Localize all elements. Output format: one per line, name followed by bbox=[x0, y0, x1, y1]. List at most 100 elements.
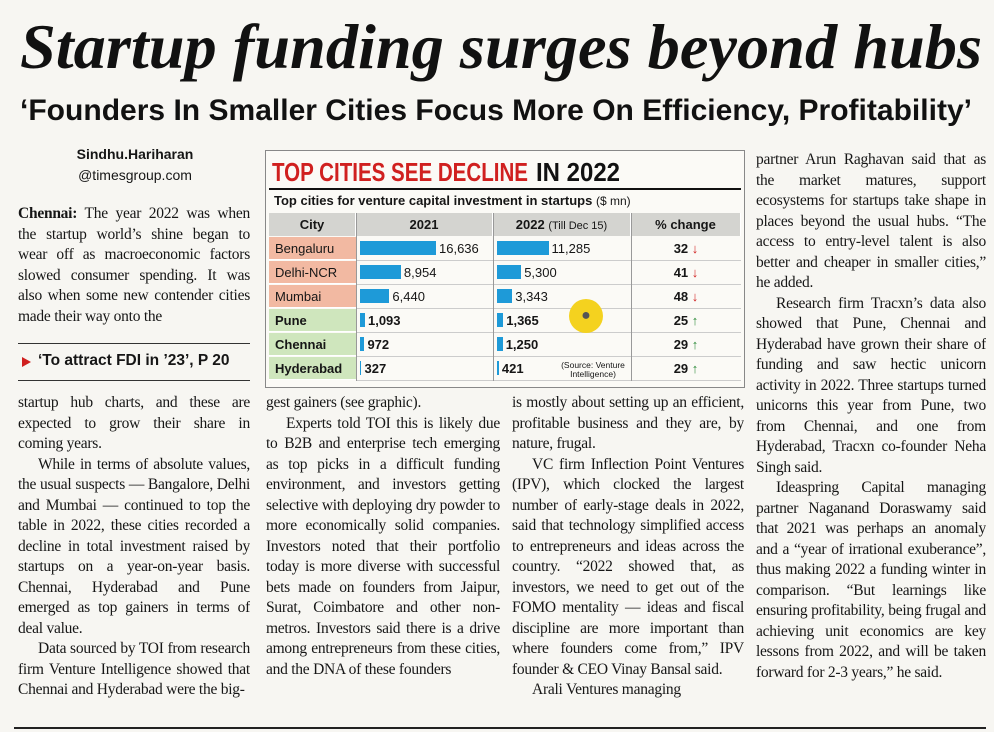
city-cell: Mumbai bbox=[269, 285, 356, 308]
byline: Sindhu.Hariharan @timesgroup.com bbox=[20, 144, 250, 186]
city-cell: Bengaluru bbox=[269, 237, 356, 260]
bar bbox=[360, 289, 390, 303]
row-rule bbox=[356, 260, 741, 261]
paragraph: partner Arun Raghavan said that as the m… bbox=[756, 150, 986, 294]
graphic: TOP CITIES SEE DECLINE IN 2022 Top citie… bbox=[265, 150, 745, 388]
change-cell: 48 ↓ bbox=[631, 285, 741, 308]
change-arrow: ↑ bbox=[691, 337, 699, 352]
paragraph: Arali Ventures managing bbox=[512, 680, 744, 701]
title-rest: IN 2022 bbox=[536, 157, 620, 187]
paragraph-text: Arali Ventures managing bbox=[532, 681, 681, 698]
header-cell: % change bbox=[631, 213, 741, 236]
paragraph-text: While in terms of absolute values, the u… bbox=[18, 455, 250, 637]
subtitle: Top cities for venture capital investmen… bbox=[274, 193, 593, 208]
bar bbox=[360, 265, 401, 279]
paragraph-text: Ideaspring Capital managing partner Naga… bbox=[756, 479, 986, 681]
bottom-rule bbox=[14, 727, 986, 729]
header-text: % change bbox=[655, 217, 716, 232]
value-label: 1,365 bbox=[506, 313, 539, 328]
table: City 2021 2022 (Till Dec 15) % change Bengal… bbox=[269, 213, 741, 385]
row-rule bbox=[356, 284, 741, 285]
row-rule bbox=[356, 308, 741, 309]
column: Chennai: The year 2022 was when the star… bbox=[18, 204, 250, 334]
source-note: (Source: Venture Intelligence) bbox=[561, 360, 625, 379]
bar bbox=[497, 337, 503, 351]
bar bbox=[360, 313, 365, 327]
pointer-box: ‘To attract FDI in ’23’, P 20 bbox=[18, 343, 250, 381]
change-cell: 32 ↓ bbox=[631, 237, 741, 260]
headline: Startup funding surges beyond hubs bbox=[20, 11, 982, 82]
paragraph-text: is mostly about setting up an efficient,… bbox=[512, 394, 744, 452]
paragraph-text: Research firm Tracxn’s data also showed … bbox=[756, 294, 986, 476]
column: startup hub charts, and these are expect… bbox=[18, 393, 250, 723]
paragraph: is mostly about setting up an efficient,… bbox=[512, 393, 744, 455]
money-icon: ● bbox=[569, 299, 603, 333]
header-text: 2022 bbox=[515, 217, 545, 232]
value-label: 421 bbox=[501, 361, 524, 376]
column: partner Arun Raghavan said that as the m… bbox=[756, 150, 986, 723]
change-value: 25 bbox=[673, 313, 689, 328]
paragraph-text: partner Arun Raghavan said that as the m… bbox=[756, 151, 986, 291]
city-cell: Pune bbox=[269, 309, 356, 332]
byline-email: @timesgroup.com bbox=[78, 167, 192, 183]
header-note: (Till Dec 15) bbox=[548, 220, 608, 232]
graphic-subtitle: Top cities for venture capital investmen… bbox=[274, 193, 631, 208]
change-arrow: ↑ bbox=[691, 313, 699, 328]
header-text: 2021 bbox=[409, 217, 439, 232]
city-cell: Delhi-NCR bbox=[269, 261, 356, 284]
pointer-triangle bbox=[22, 357, 31, 367]
header-cell: 2022 (Till Dec 15) bbox=[493, 213, 631, 236]
change-cell: 41 ↓ bbox=[631, 261, 741, 284]
byline-name: Sindhu.Hariharan bbox=[76, 146, 194, 162]
column: is mostly about setting up an efficient,… bbox=[512, 393, 744, 723]
column-rule bbox=[493, 213, 494, 381]
bar bbox=[360, 337, 365, 351]
change-arrow: ↑ bbox=[691, 361, 699, 376]
header-cell: 2021 bbox=[356, 213, 493, 236]
paragraph: Experts told TOI this is likely due to B… bbox=[266, 414, 500, 681]
row-rule bbox=[356, 356, 741, 357]
bar bbox=[497, 313, 504, 327]
column-rule bbox=[356, 213, 357, 381]
paragraph-text: VC firm Inflection Point Ventures (IPV),… bbox=[512, 455, 744, 678]
pointer-text: ‘To attract FDI in ’23’, P 20 bbox=[38, 352, 230, 369]
change-value: 29 bbox=[673, 337, 689, 352]
paragraph: While in terms of absolute values, the u… bbox=[18, 455, 250, 640]
bar bbox=[497, 241, 549, 255]
value-label: 1,093 bbox=[367, 313, 401, 328]
paragraph-text: The year 2022 was when the startup world… bbox=[18, 205, 250, 325]
value-label: 8,954 bbox=[403, 265, 437, 280]
row-rule bbox=[356, 332, 741, 333]
city-cell: Chennai bbox=[269, 333, 356, 356]
paragraph: startup hub charts, and these are expect… bbox=[18, 393, 250, 455]
paragraph: Ideaspring Capital managing partner Naga… bbox=[756, 478, 986, 683]
column: gest gainers (see graphic). Experts told … bbox=[266, 393, 500, 723]
dateline: Chennai: bbox=[18, 205, 78, 222]
header-row bbox=[269, 213, 741, 236]
change-cell: 29 ↑ bbox=[631, 357, 741, 380]
change-value: 29 bbox=[673, 361, 689, 376]
graphic-title: TOP CITIES SEE DECLINE IN 2022 bbox=[269, 157, 741, 190]
bar bbox=[497, 265, 522, 279]
value-label: 972 bbox=[367, 337, 390, 352]
header-cell: City bbox=[269, 213, 356, 236]
change-cell: 29 ↑ bbox=[631, 333, 741, 356]
paragraph: Chennai: The year 2022 was when the star… bbox=[18, 204, 250, 327]
title-highlight: TOP CITIES SEE DECLINE bbox=[272, 157, 528, 187]
bar bbox=[497, 289, 513, 303]
paragraph-text: Experts told TOI this is likely due to B… bbox=[266, 414, 500, 678]
paragraph-text: gest gainers (see graphic). bbox=[266, 394, 422, 411]
paragraph: Data sourced by TOI from research firm V… bbox=[18, 639, 250, 701]
value-label: 1,250 bbox=[505, 337, 539, 352]
bar bbox=[360, 361, 362, 375]
value-label: 327 bbox=[364, 361, 387, 376]
city-cell: Hyderabad bbox=[269, 357, 356, 380]
paragraph-text: startup hub charts, and these are expect… bbox=[18, 394, 250, 452]
paragraph: VC firm Inflection Point Ventures (IPV),… bbox=[512, 455, 744, 681]
value-label: 11,285 bbox=[551, 241, 591, 256]
header-text: City bbox=[299, 217, 325, 232]
headline-area: Startup funding surges beyond hubs ‘Foun… bbox=[20, 11, 982, 127]
change-value: 32 bbox=[673, 241, 689, 256]
value-label: 6,440 bbox=[392, 289, 425, 304]
